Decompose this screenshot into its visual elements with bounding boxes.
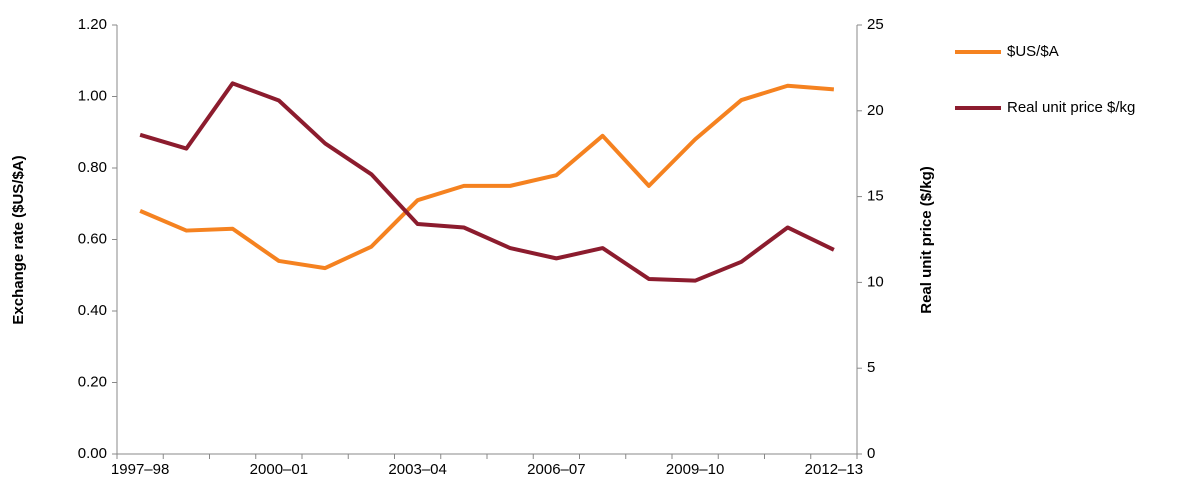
y-tick-label: 1.20 — [78, 16, 107, 33]
y-axis-title: Exchange rate ($US/$A) — [10, 155, 27, 324]
y-tick-label: 1.00 — [78, 87, 107, 104]
series-line — [139, 83, 835, 271]
y2-tick-label: 5 — [867, 359, 875, 376]
series-line — [139, 81, 835, 283]
legend-label: $US/$A — [1007, 43, 1059, 60]
y-tick-label: 0.20 — [78, 373, 107, 390]
x-tick-label: 2006–07 — [527, 461, 585, 478]
y-tick-label: 0.40 — [78, 302, 107, 319]
y2-axis-title: Real unit price ($/kg) — [918, 166, 935, 314]
y2-tick-label: 20 — [867, 102, 884, 119]
y2-tick-label: 10 — [867, 273, 884, 290]
x-tick-label: 2012–13 — [805, 461, 863, 478]
legend-label: Real unit price $/kg — [1007, 99, 1135, 116]
y-tick-label: 0.80 — [78, 159, 107, 176]
x-tick-label: 2009–10 — [666, 461, 724, 478]
y2-tick-label: 0 — [867, 445, 875, 462]
x-tick-label: 2003–04 — [388, 461, 446, 478]
y2-tick-label: 15 — [867, 188, 884, 205]
y-tick-label: 0.00 — [78, 445, 107, 462]
y-tick-label: 0.60 — [78, 230, 107, 247]
x-tick-label: 2000–01 — [250, 461, 308, 478]
x-tick-label: 1997–98 — [111, 461, 169, 478]
y2-tick-label: 25 — [867, 16, 884, 33]
